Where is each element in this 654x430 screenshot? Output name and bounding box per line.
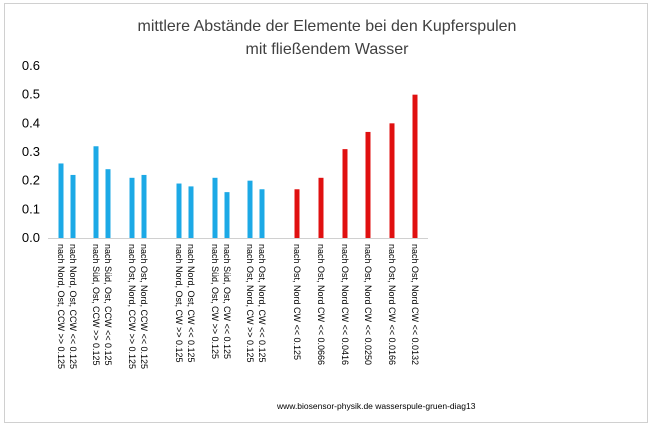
y-tick-label: 0.0 (22, 230, 40, 245)
bar-9 (212, 177, 218, 238)
category-label-14: nach Ost, Nord CW << 0.0666 (316, 244, 326, 365)
bar-12 (259, 189, 265, 238)
bar-4 (105, 169, 111, 238)
category-label-8: nach Nord, Ost, CW << 0.125 (186, 244, 196, 363)
bar-16 (365, 131, 371, 238)
category-label-7: nach Nord, Ost, CW >> 0.125 (174, 244, 184, 363)
bar-17 (389, 123, 395, 238)
bar-15 (342, 149, 348, 238)
bar-13 (294, 189, 300, 238)
bar-1 (58, 163, 64, 238)
bar-group (58, 94, 418, 239)
y-tick-label: 0.2 (22, 173, 40, 188)
category-label-17: nach Ost, Nord CW << 0.0166 (387, 244, 397, 365)
category-label-1: nach Nord, Ost, CCW >> 0.125 (56, 244, 66, 369)
category-label-5: nach Ost, Nord, CCW >> 0.125 (127, 244, 137, 369)
bar-11 (247, 180, 253, 238)
y-tick-label: 0.4 (22, 115, 40, 130)
footer-text: www.biosensor-physik.de wasserspule-grue… (276, 401, 476, 411)
category-labels: nach Nord, Ost, CCW >> 0.125 nach Nord, O… (56, 244, 420, 369)
category-label-13: nach Ost, Nord CW << 0.125 (292, 244, 302, 360)
category-label-9: nach Süd, Ost, CW >> 0.125 (210, 244, 220, 359)
category-label-11: nach Ost, Nord, CW >> 0.125 (245, 244, 255, 363)
y-tick-label: 0.5 (22, 87, 40, 102)
category-label-4: nach Süd, Ost, CCW << 0.125 (103, 244, 113, 366)
bar-8 (188, 186, 194, 238)
category-label-6: nach Ost, Nord, CCW << 0.125 (139, 244, 149, 369)
y-axis-ticks: 0.0 0.1 0.2 0.3 0.4 0.5 0.6 (22, 58, 40, 245)
chart-title-line-1: mittlere Abstände der Elemente bei den K… (138, 18, 517, 35)
bar-6 (141, 174, 147, 238)
category-label-3: nach Süd, Ost, CCW >> 0.125 (91, 244, 101, 366)
chart-title-line-2: mit fließendem Wasser (246, 41, 410, 58)
y-tick-label: 0.3 (22, 144, 40, 159)
category-label-16: nach Ost, Nord CW << 0.0250 (363, 244, 373, 365)
y-tick-label: 0.1 (22, 201, 40, 216)
bar-10 (224, 192, 230, 238)
bar-18 (412, 94, 418, 239)
chart-frame (4, 3, 648, 423)
category-label-18: nach Ost, Nord CW << 0.0132 (410, 244, 420, 365)
category-label-2: nach Nord, Ost, CCW << 0.125 (68, 244, 78, 369)
y-tick-label: 0.6 (22, 58, 40, 73)
bar-5 (129, 177, 135, 238)
bar-14 (318, 177, 324, 238)
category-label-12: nach Ost, Nord, CW << 0.125 (257, 244, 267, 363)
bar-2 (70, 174, 76, 238)
category-label-15: nach Ost, Nord CW << 0.0416 (340, 244, 350, 365)
category-label-10: nach Süd, Ost, CW << 0.125 (222, 244, 232, 359)
bar-3 (93, 146, 99, 238)
bar-7 (176, 183, 182, 238)
